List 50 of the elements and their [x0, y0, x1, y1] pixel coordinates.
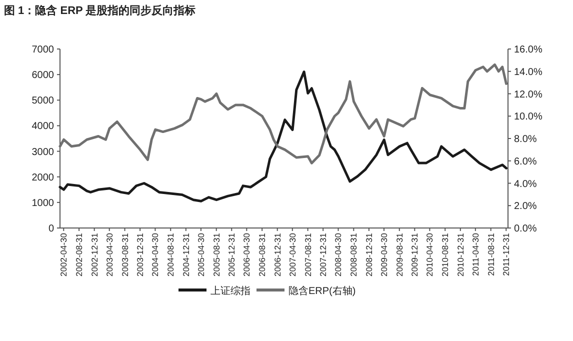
x-tick-label: 2003-08-31: [120, 232, 130, 276]
x-tick-label: 2004-12-31: [180, 232, 191, 276]
x-tick-label: 2006-04-30: [242, 232, 252, 276]
y-tick-label: 5000: [32, 96, 54, 107]
x-tick-label: 2008-12-31: [364, 232, 374, 276]
y2-tick-label: 10.0%: [514, 112, 542, 123]
y2-tick-label: 8.0%: [514, 134, 537, 145]
y-tick-label: 4000: [32, 121, 54, 132]
x-tick-label: 2006-08-31: [257, 232, 268, 276]
x-tick-label: 2009-12-31: [410, 232, 420, 276]
x-tick-label: 2007-12-31: [318, 232, 328, 276]
y2-tick-label: 16.0%: [514, 44, 542, 56]
x-tick-label: 2002-04-30: [58, 232, 69, 276]
x-tick-label: 2003-12-31: [135, 232, 146, 276]
legend-label: 隐含ERP(右轴): [288, 285, 356, 297]
y2-tick-label: 0.0%: [514, 224, 537, 234]
x-tick-label: 2002-12-31: [89, 232, 100, 276]
x-tick-label: 2005-04-30: [196, 232, 206, 276]
x-tick-label: 2011-04-30: [470, 232, 480, 276]
y2-tick-label: 2.0%: [514, 201, 537, 212]
x-tick-label: 2004-08-31: [166, 232, 176, 276]
y-tick-label: 6000: [32, 70, 54, 82]
x-tick-label: 2008-04-30: [333, 232, 344, 276]
legend-label: 上证综指: [210, 285, 250, 297]
x-tick-label: 2010-12-31: [455, 232, 466, 276]
x-tick-label: 2007-08-31: [302, 232, 313, 276]
y2-tick-label: 4.0%: [514, 178, 537, 190]
x-tick-label: 2005-08-31: [211, 232, 222, 276]
x-tick-label: 2002-08-31: [74, 232, 84, 276]
x-tick-label: 2010-04-30: [424, 232, 435, 276]
y-tick-label: 7000: [32, 44, 54, 56]
x-tick-label: 2009-04-30: [378, 232, 389, 276]
x-tick-label: 2003-04-30: [104, 232, 114, 276]
x-tick-label: 2011-12-31: [501, 232, 512, 276]
x-tick-label: 2006-12-31: [272, 232, 282, 276]
x-tick-label: 2011-08-31: [486, 232, 496, 276]
x-tick-label: 2008-08-31: [348, 232, 359, 276]
y-tick-label: 3000: [32, 146, 54, 158]
x-tick-label: 2005-12-31: [226, 232, 237, 276]
x-tick-label: 2010-08-31: [440, 232, 450, 276]
y2-tick-label: 12.0%: [514, 89, 542, 100]
x-tick-label: 2004-04-30: [150, 232, 160, 276]
x-tick-label: 2007-04-30: [287, 232, 298, 276]
title: 图 1：隐含 ERP 是股指的同步反向指标: [4, 5, 196, 17]
y2-tick-label: 14.0%: [514, 66, 542, 78]
y-tick-label: 1000: [32, 198, 54, 209]
y2-tick-label: 6.0%: [514, 156, 537, 168]
y-tick-label: 0: [48, 224, 54, 234]
y-tick-label: 2000: [32, 172, 54, 184]
x-tick-label: 2009-08-31: [394, 232, 404, 276]
